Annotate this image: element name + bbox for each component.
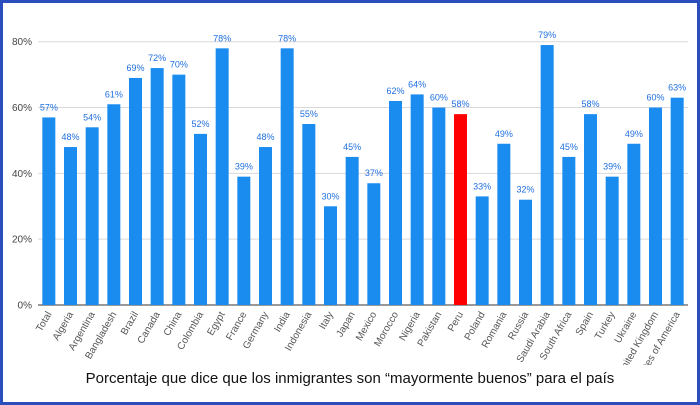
data-label: 52% (191, 119, 209, 129)
bar (670, 97, 684, 306)
data-label: 45% (560, 142, 578, 152)
bar (475, 196, 489, 305)
y-tick-label: 80% (12, 37, 32, 48)
x-tick-label: Peru (446, 310, 466, 334)
bar (627, 143, 641, 305)
chart-caption: Porcentaje que dice que los inmigrantes … (85, 370, 615, 387)
x-tick-label: Spain (574, 310, 596, 338)
bar (584, 114, 597, 306)
data-label: 49% (625, 129, 643, 139)
data-label: 69% (126, 63, 144, 73)
data-label: 48% (256, 132, 274, 142)
data-label: 30% (321, 191, 339, 201)
data-label: 60% (430, 93, 448, 103)
data-label: 49% (495, 129, 513, 139)
y-tick-label: 0% (18, 301, 33, 312)
y-tick-label: 20% (12, 235, 32, 246)
data-label: 57% (40, 102, 58, 112)
data-label: 72% (148, 53, 166, 63)
data-label: 32% (516, 185, 534, 195)
x-tick-label: China (162, 310, 185, 339)
bar (64, 147, 77, 305)
data-label: 62% (386, 86, 404, 96)
data-label: 54% (83, 112, 101, 122)
bar (605, 176, 619, 305)
bar (302, 124, 316, 305)
data-label: 78% (213, 33, 231, 43)
bar (107, 104, 121, 305)
bar (172, 74, 186, 306)
bar (432, 107, 446, 305)
y-tick-label: 60% (12, 103, 32, 114)
bar (259, 147, 272, 305)
data-label: 63% (668, 83, 686, 93)
data-label: 58% (581, 99, 599, 109)
y-tick-label: 40% (12, 169, 32, 180)
bar (237, 176, 251, 305)
bar (85, 127, 99, 305)
data-label: 45% (343, 142, 361, 152)
bar (519, 199, 532, 305)
data-label: 58% (451, 99, 469, 109)
data-label: 48% (61, 132, 79, 142)
bar (389, 100, 402, 305)
x-tick-label: Total (34, 310, 54, 334)
bar-chart: 0%20%40%60%80%57%Total48%Algeria54%Argen… (12, 30, 688, 365)
bar (280, 48, 294, 305)
x-tick-label: Egypt (205, 310, 227, 338)
data-label: 60% (646, 93, 664, 103)
data-label: 39% (235, 162, 253, 172)
bar (410, 94, 424, 305)
data-label: 78% (278, 33, 296, 43)
bar (150, 68, 164, 306)
bar (497, 143, 511, 305)
data-label: 33% (473, 181, 491, 191)
x-tick-label: Italy (317, 310, 336, 331)
bar (215, 48, 229, 305)
bar (194, 133, 207, 305)
data-label: 61% (105, 89, 123, 99)
bar (540, 45, 554, 306)
bar (454, 114, 467, 306)
x-tick-label: Japan (335, 310, 358, 339)
bar (367, 183, 381, 305)
bar (42, 117, 56, 305)
x-tick-label: India (272, 310, 293, 335)
data-label: 79% (538, 30, 556, 40)
data-label: 37% (365, 168, 383, 178)
bar (562, 156, 576, 305)
x-tick-label: Brazil (119, 310, 141, 337)
data-label: 55% (300, 109, 318, 119)
data-label: 70% (170, 60, 188, 70)
bar (345, 156, 359, 305)
data-label: 64% (408, 79, 426, 89)
bar (324, 206, 337, 305)
bar (649, 107, 662, 305)
bar (129, 77, 142, 305)
data-label: 39% (603, 162, 621, 172)
